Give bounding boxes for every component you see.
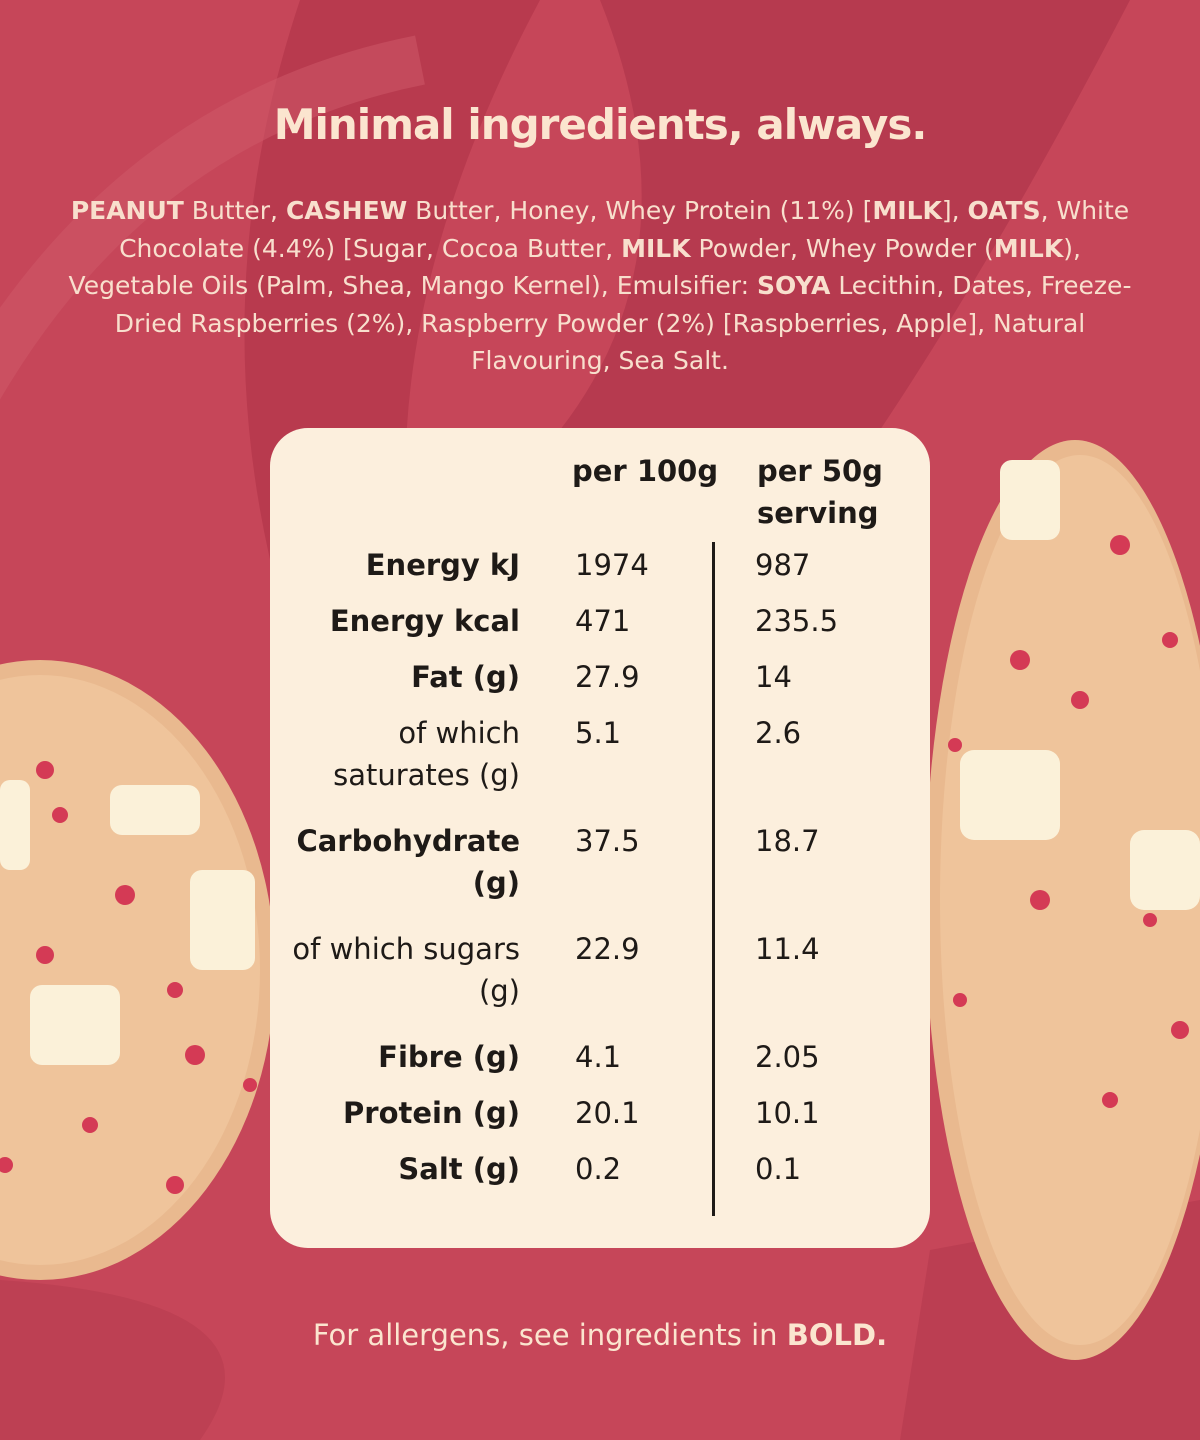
text-segment: , White Chocolate (4.4%) [Sugar, Cocoa B… [119,196,1130,263]
value-per-100g: 27.9 [575,660,640,694]
value-per-serving: 987 [755,548,811,582]
text-segment: MILK [993,233,1064,263]
value-per-100g: 471 [575,604,631,638]
value-per-100g: 37.5 [575,824,640,858]
text-segment: CASHEW [285,196,408,225]
text-segment: ], [941,196,968,225]
value-per-serving: 0.1 [755,1152,802,1186]
value-per-serving: 18.7 [755,824,820,858]
text-segment: Lecithin, Dates, Freeze-Dried Raspberrie… [114,271,1132,375]
text-segment: BOLD. [786,1318,888,1352]
value-per-100g: 4.1 [575,1040,622,1074]
value-per-100g: 22.9 [575,932,640,966]
text-segment: PEANUT [70,196,184,225]
band [560,0,1130,430]
value-per-serving: 235.5 [755,604,839,638]
ingredients: PEANUT Butter, CASHEW Butter, Honey, Whe… [55,192,1145,380]
value-per-serving: 2.6 [755,716,802,750]
chocolate [110,785,200,835]
value-per-serving: 10.1 [755,1096,820,1130]
text-segment: MILK [621,233,691,263]
title: Minimal ingredients, always. [273,100,928,149]
nutrient-label: of which saturates (g) [333,716,520,792]
cookie [940,455,1200,1345]
divider [712,542,715,1216]
nutrition-card: per 100g per 50g serving Energy kJ 1974 98… [270,428,930,1248]
text-segment: MILK [872,196,942,225]
text-segment: OATS [967,196,1041,225]
text-segment: For allergens, see ingredients in [312,1318,787,1352]
column-header: per 50g serving [757,454,883,530]
text-segment: SOYA [756,271,831,300]
value-per-serving: 11.4 [755,932,820,966]
text-segment: Powder, Whey Powder ( [690,233,994,263]
chocolate [1130,830,1200,910]
value-per-100g: 0.2 [575,1152,622,1186]
column-header: per 100g [572,454,719,488]
band [0,35,425,400]
nutrient-label: Energy kJ [365,548,520,582]
chocolate [0,780,30,870]
raspberry-pieces [948,535,1189,1108]
chocolate [190,870,255,970]
nutrient-label: Protein (g) [343,1096,520,1130]
chocolate [1000,460,1060,540]
nutrient-label: of which sugars (g) [292,932,520,1008]
chocolate [960,750,1060,840]
nutrient-label: Carbohydrate (g) [296,824,520,900]
value-per-100g: 5.1 [575,716,622,750]
value-per-100g: 20.1 [575,1096,640,1130]
nutrient-label: Energy kcal [329,604,520,638]
nutrient-label: Fat (g) [411,660,520,694]
raspberry-pieces [0,761,257,1194]
text-segment: Butter, [183,196,286,225]
footer: For allergens, see ingredients in BOLD. [0,1318,1200,1352]
value-per-serving: 2.05 [755,1040,820,1074]
value-per-serving: 14 [755,660,792,694]
band [0,1280,225,1440]
nutrient-label: Fibre (g) [378,1040,520,1074]
value-per-100g: 1974 [575,548,649,582]
nutrient-label: Salt (g) [398,1152,520,1186]
text-segment: ), Vegetable Oils (Palm, Shea, Mango Ker… [68,233,1081,301]
text-segment: Butter, Honey, Whey Protein (11%) [ [407,196,873,225]
chocolate [30,985,120,1065]
